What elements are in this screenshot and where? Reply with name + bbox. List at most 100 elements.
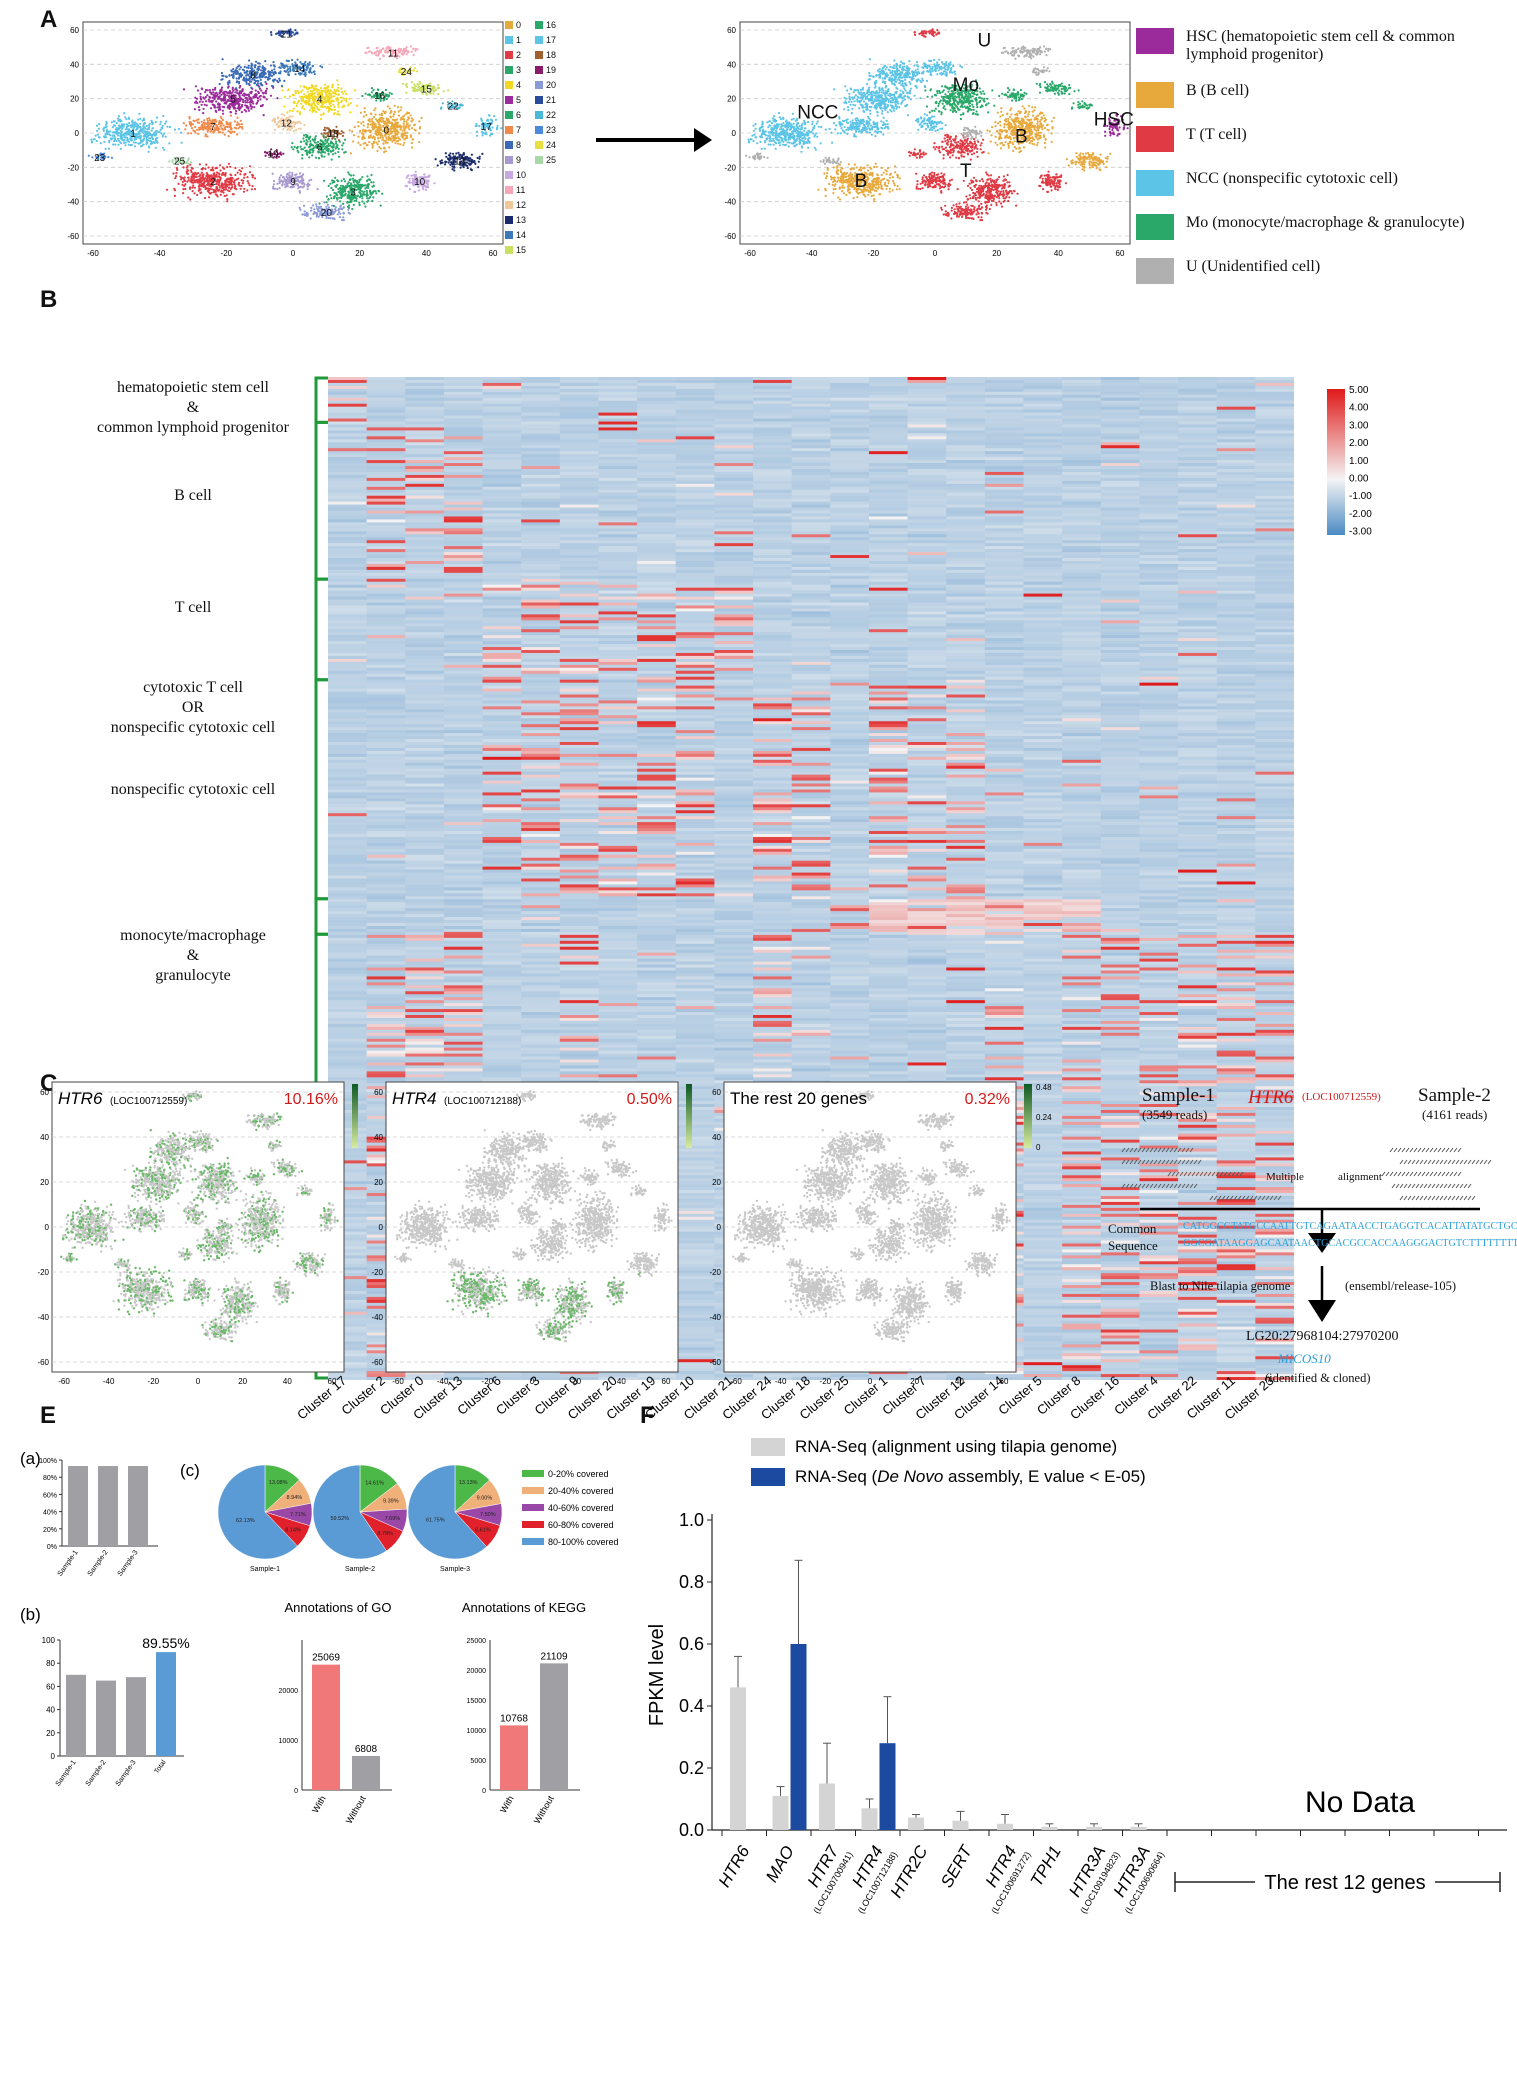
cell-point [225, 122, 228, 126]
cell-point [1008, 115, 1012, 119]
cluster-legend-item: 15 [505, 245, 526, 255]
cell-point [214, 109, 217, 112]
cell-point [132, 128, 135, 131]
cluster-number-label: 23 [94, 153, 106, 164]
cell-point [261, 91, 264, 94]
cell-point [815, 132, 818, 135]
cell-point [285, 175, 288, 178]
cell-point [198, 187, 201, 190]
cluster-legend-swatch [505, 66, 513, 74]
panel-label-a: A [40, 6, 57, 34]
cell-point [803, 129, 806, 132]
cell-point [324, 105, 327, 108]
cell-point [311, 65, 314, 68]
cell-point [327, 184, 330, 187]
cell-point [216, 124, 219, 128]
cell-point [213, 176, 216, 179]
cell-point [363, 110, 366, 113]
cell-point [204, 187, 207, 191]
cell-point [373, 109, 376, 112]
cell-point [1041, 128, 1044, 131]
cell-point [370, 181, 373, 184]
cell-point [1018, 151, 1021, 154]
cell-point [770, 122, 774, 125]
cell-point [363, 202, 366, 205]
cell-point [228, 92, 231, 95]
cell-point [273, 128, 277, 131]
cell-point [1024, 121, 1027, 124]
cell-point [388, 94, 391, 97]
cell-point [316, 208, 320, 211]
cell-point [362, 184, 365, 187]
cell-point [279, 66, 282, 69]
cell-point [772, 115, 776, 118]
cluster-number-label: 24 [401, 67, 413, 78]
cell-point [96, 129, 99, 132]
cell-point [306, 134, 309, 137]
cell-point [331, 188, 335, 192]
cell-point [396, 106, 400, 109]
cell-point [298, 99, 301, 102]
cell-point [1013, 120, 1016, 123]
cell-point [215, 183, 218, 186]
cell-point [233, 95, 236, 98]
cell-point [1008, 135, 1011, 138]
cell-point [214, 167, 217, 170]
cell-point [396, 121, 399, 124]
cell-point [357, 141, 360, 144]
cluster-legend-label: 15 [516, 245, 526, 255]
cell-point [411, 146, 414, 149]
cell-point [1017, 117, 1020, 120]
cell-point [1046, 128, 1049, 131]
cell-point [347, 206, 351, 209]
cell-point [351, 130, 354, 133]
cell-point [481, 134, 484, 137]
cluster-number-label: 25 [174, 156, 186, 167]
cell-point [180, 176, 183, 179]
cell-point [221, 98, 224, 101]
cell-point [259, 69, 263, 72]
cell-point [301, 178, 304, 181]
cell-point [399, 109, 402, 112]
cell-point [386, 141, 389, 144]
cell-point [183, 178, 186, 182]
cell-point [246, 180, 249, 183]
cluster-legend-item: 19 [535, 65, 556, 75]
cell-point [1051, 127, 1054, 130]
cell-point [209, 185, 212, 188]
cell-point [298, 191, 301, 194]
cell-point [405, 46, 408, 49]
cell-point [154, 121, 157, 124]
cell-point [235, 67, 238, 70]
cell-point [117, 139, 121, 142]
cell-point [270, 84, 274, 88]
cell-point [261, 103, 264, 107]
cell-point [358, 187, 361, 190]
cell-point [123, 139, 126, 142]
cell-point [162, 114, 165, 118]
cell-point [333, 210, 336, 213]
cell-point [410, 45, 413, 48]
cell-point [798, 132, 801, 136]
cell-point [302, 134, 306, 137]
cell-point [190, 161, 193, 164]
cell-point [284, 178, 287, 182]
cell-point [332, 197, 336, 200]
cell-point [475, 134, 479, 137]
cell-point [347, 194, 350, 197]
cell-point [466, 158, 470, 161]
cell-point [341, 186, 345, 189]
cell-point [210, 129, 213, 133]
cell-point [235, 127, 238, 130]
cell-point [319, 87, 323, 90]
cell-point [1036, 118, 1039, 121]
cell-point [327, 147, 330, 151]
cluster-legend-label: 24 [546, 140, 556, 150]
cell-point [102, 128, 105, 131]
cell-point [449, 152, 452, 155]
cell-point [986, 129, 989, 132]
cell-point [327, 92, 331, 95]
cell-point [280, 84, 284, 88]
cell-point [1035, 136, 1038, 139]
cell-point [325, 91, 328, 94]
